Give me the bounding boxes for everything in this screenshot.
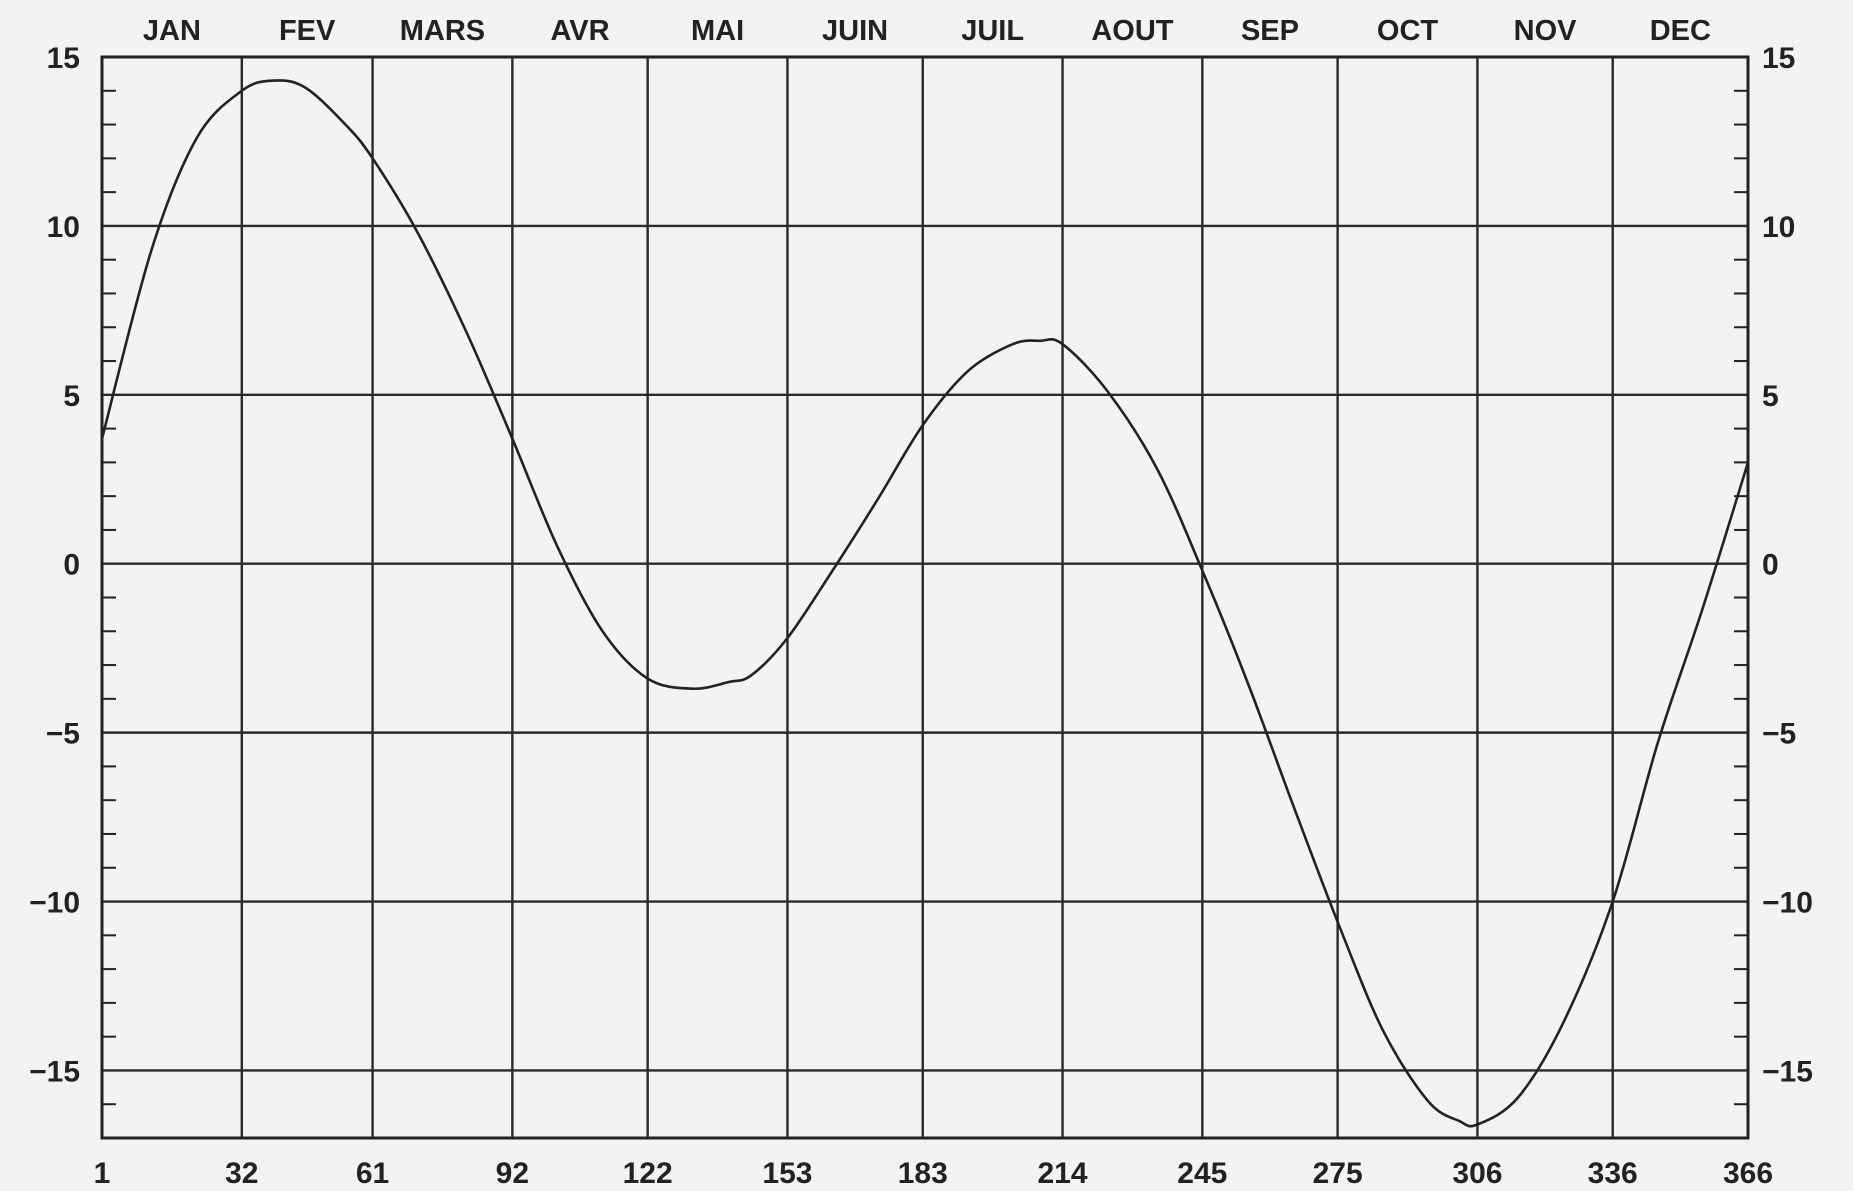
series-line xyxy=(100,79,1750,1128)
minor-ticks xyxy=(102,89,1748,1106)
month-label: AOUT xyxy=(1091,15,1173,47)
y-tick-label-left: 0 xyxy=(63,549,80,582)
x-tick-label: 92 xyxy=(496,1157,529,1190)
y-tick-label-right: 5 xyxy=(1762,380,1779,413)
y-tick-label-left: 5 xyxy=(63,380,80,413)
month-label: JUIN xyxy=(822,15,888,47)
x-tick-label: 245 xyxy=(1177,1157,1227,1190)
month-label: MARS xyxy=(400,15,485,47)
month-label: JAN xyxy=(143,15,201,47)
month-label: OCT xyxy=(1377,15,1439,47)
y-tick-label-left: −5 xyxy=(46,718,80,751)
y-tick-label-right: −10 xyxy=(1762,887,1813,920)
x-tick-label: 306 xyxy=(1452,1157,1502,1190)
y-tick-label-right: 10 xyxy=(1762,211,1795,244)
month-label: NOV xyxy=(1514,15,1578,47)
y-tick-label-left: 15 xyxy=(47,42,80,75)
y-tick-label-left: −10 xyxy=(29,887,80,920)
x-tick-label: 153 xyxy=(762,1157,812,1190)
x-tick-label: 1 xyxy=(94,1157,111,1190)
grid xyxy=(102,57,1748,1138)
x-tick-label: 61 xyxy=(356,1157,389,1190)
x-tick-label: 32 xyxy=(225,1157,258,1190)
month-label: DEC xyxy=(1650,15,1711,47)
month-label: FEV xyxy=(279,15,336,47)
y-tick-label-left: −15 xyxy=(29,1055,80,1088)
month-label: MAI xyxy=(691,15,744,47)
x-tick-label: 275 xyxy=(1313,1157,1363,1190)
month-label: AVR xyxy=(550,15,609,47)
x-tick-label: 183 xyxy=(898,1157,948,1190)
month-label: JUIL xyxy=(961,15,1024,47)
plot-frame xyxy=(100,55,1750,1140)
axis-labels: 1 32 61 92 122 153 183 214 245 275 306 336 366 15 15 10… xyxy=(29,15,1813,1190)
x-tick-label: 214 xyxy=(1038,1157,1088,1190)
month-label: SEP xyxy=(1241,15,1299,47)
x-tick-label: 366 xyxy=(1723,1157,1773,1190)
y-tick-label-right: −15 xyxy=(1762,1055,1813,1088)
x-tick-label: 122 xyxy=(623,1157,673,1190)
y-tick-label-right: 15 xyxy=(1762,42,1795,75)
y-tick-label-right: −5 xyxy=(1762,718,1796,751)
y-tick-label-right: 0 xyxy=(1762,549,1779,582)
y-tick-label-left: 10 xyxy=(47,211,80,244)
x-tick-label: 336 xyxy=(1588,1157,1638,1190)
